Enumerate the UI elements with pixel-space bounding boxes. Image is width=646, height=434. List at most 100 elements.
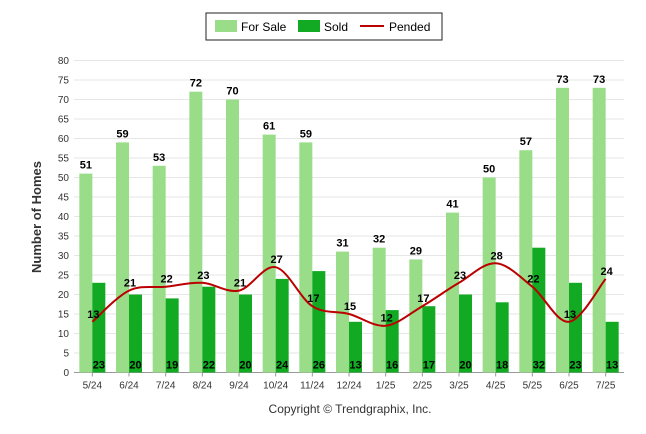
x-axis-ticks: 5/24 6/24 7/24 8/24 9/24 10/24 11/24 12/24 1/25 2…	[83, 372, 616, 392]
label-pended: 15	[344, 301, 356, 313]
y-tick-label: 75	[58, 76, 70, 87]
label-pended: 28	[491, 250, 503, 262]
bar-for-sale	[446, 212, 459, 373]
bar-sold	[275, 278, 289, 373]
label-for-sale: 57	[520, 136, 532, 148]
bar-sold	[312, 271, 326, 373]
bar-for-sale	[189, 91, 203, 373]
bar-sold	[422, 306, 436, 373]
label-sold: 20	[239, 360, 251, 372]
bar-sold	[459, 294, 472, 373]
label-for-sale: 31	[336, 238, 348, 250]
y-tick-label: 70	[58, 95, 70, 106]
label-for-sale: 41	[446, 199, 458, 211]
x-tick-label: 11/24	[300, 381, 325, 392]
bar-sold	[349, 321, 362, 373]
bar-sold	[239, 294, 252, 373]
y-tick-label: 45	[58, 193, 70, 204]
y-tick-label: 40	[58, 212, 70, 223]
x-tick-label: 3/25	[449, 381, 469, 392]
label-pended: 17	[307, 293, 319, 305]
label-sold: 16	[386, 360, 398, 372]
label-for-sale: 73	[593, 74, 605, 86]
bar-for-sale	[482, 177, 496, 373]
y-tick-label: 10	[58, 329, 70, 340]
x-tick-label: 5/24	[83, 381, 103, 392]
label-for-sale: 32	[373, 234, 385, 246]
y-axis-label: Number of Homes	[29, 161, 44, 273]
label-sold: 23	[93, 360, 105, 372]
label-pended: 23	[454, 270, 466, 282]
x-tick-label: 1/25	[376, 381, 396, 392]
label-sold: 13	[606, 360, 618, 372]
bar-for-sale	[226, 99, 239, 373]
legend: For Sale Sold Pended	[205, 12, 443, 41]
legend-swatch-sold	[298, 20, 320, 32]
bar-for-sale	[556, 87, 569, 373]
label-pended: 27	[271, 254, 283, 266]
label-sold: 19	[166, 360, 178, 372]
label-for-sale: 51	[80, 160, 92, 172]
bar-for-sale	[262, 134, 276, 373]
label-pended: 13	[87, 309, 99, 321]
legend-box	[205, 12, 443, 41]
bar-sold	[129, 294, 142, 373]
copyright-text: Copyright © Trendgraphix, Inc.	[269, 402, 432, 416]
label-pended: 24	[601, 266, 614, 278]
label-for-sale: 59	[300, 128, 312, 140]
label-pended: 13	[564, 309, 576, 321]
y-tick-label: 65	[58, 115, 70, 126]
bar-for-sale	[519, 150, 533, 373]
pended-line-group	[91, 262, 607, 327]
bar-sold	[165, 298, 179, 373]
x-tick-label: 6/24	[119, 381, 139, 392]
label-for-sale: 61	[263, 121, 275, 133]
label-pended: 22	[161, 274, 173, 286]
x-tick-label: 10/24	[263, 381, 288, 392]
label-sold: 13	[349, 360, 361, 372]
label-sold: 32	[533, 360, 545, 372]
x-tick-label: 12/24	[336, 381, 361, 392]
label-sold: 18	[496, 360, 508, 372]
bar-for-sale	[409, 259, 423, 373]
x-tick-label: 7/25	[596, 381, 616, 392]
y-tick-label: 60	[58, 134, 70, 145]
y-tick-label: 55	[58, 154, 70, 165]
bar-for-sale	[372, 247, 386, 373]
label-sold: 23	[569, 360, 581, 372]
bar-sold	[92, 282, 106, 373]
bars	[79, 87, 619, 373]
x-tick-label: 7/24	[156, 381, 176, 392]
bar-sold	[495, 302, 509, 373]
x-tick-label: 2/25	[413, 381, 433, 392]
bar-sold	[605, 321, 619, 373]
y-tick-label: 0	[63, 368, 69, 379]
label-pended: 23	[197, 270, 209, 282]
label-pended: 21	[124, 278, 136, 290]
y-tick-label: 30	[58, 251, 70, 262]
y-tick-label: 35	[58, 232, 70, 243]
x-tick-label: 8/24	[193, 381, 213, 392]
label-pended: 17	[417, 293, 429, 305]
bar-for-sale	[299, 142, 313, 373]
bar-for-sale	[152, 165, 166, 373]
x-tick-label: 9/24	[229, 381, 249, 392]
y-tick-label: 25	[58, 271, 70, 282]
bar-for-sale	[79, 173, 93, 373]
label-sold: 17	[423, 360, 435, 372]
bar-for-sale	[116, 142, 129, 373]
bar-sold	[569, 282, 582, 373]
y-axis-ticks: 0 5 10 15 20 25 30 35 40 45 50 55 60 65 70 75 80	[58, 56, 70, 379]
label-for-sale: 73	[556, 74, 568, 86]
y-tick-label: 80	[58, 56, 70, 67]
label-for-sale: 59	[116, 128, 128, 140]
label-sold: 20	[459, 360, 471, 372]
label-pended: 21	[234, 278, 246, 290]
bar-for-sale	[592, 87, 606, 373]
legend-label-for-sale: For Sale	[241, 20, 287, 34]
y-tick-label: 50	[58, 173, 70, 184]
y-tick-label: 15	[58, 310, 70, 321]
legend-label-sold: Sold	[324, 20, 348, 34]
y-tick-label: 5	[63, 349, 69, 360]
